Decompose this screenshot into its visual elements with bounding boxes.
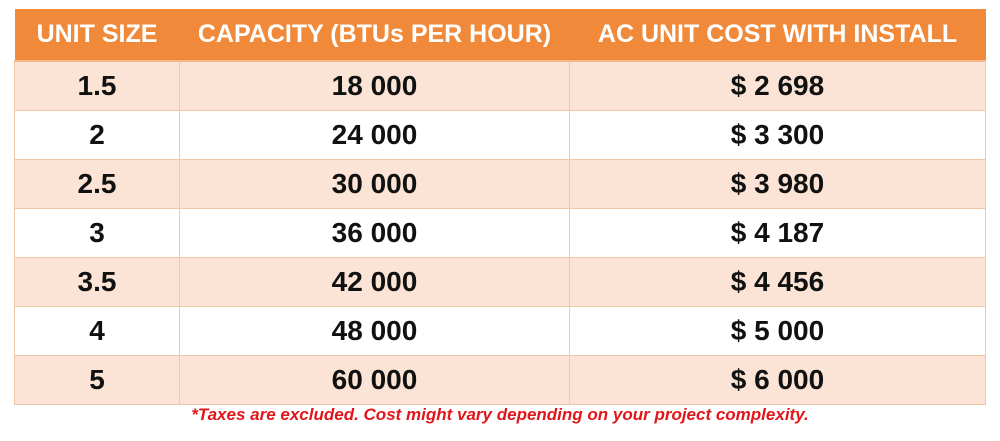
table-row: 4 48 000 $ 5 000 xyxy=(14,306,986,356)
table-row: 3 36 000 $ 4 187 xyxy=(14,208,986,258)
header-unit-cost: AC UNIT COST WITH INSTALL xyxy=(569,9,986,62)
cell-unit-size: 2.5 xyxy=(14,159,180,209)
cell-unit-size: 3 xyxy=(14,208,180,258)
cell-capacity: 24 000 xyxy=(179,110,570,160)
cell-capacity: 18 000 xyxy=(179,61,570,111)
disclaimer-footnote: *Taxes are excluded. Cost might vary dep… xyxy=(191,405,809,424)
cell-capacity: 60 000 xyxy=(179,355,570,405)
table-row: 3.5 42 000 $ 4 456 xyxy=(14,257,986,307)
cell-unit-size: 4 xyxy=(14,306,180,356)
ac-pricing-table: UNIT SIZE CAPACITY (BTUs PER HOUR) AC UN… xyxy=(14,9,986,405)
table-row: 5 60 000 $ 6 000 xyxy=(14,355,986,405)
cell-capacity: 48 000 xyxy=(179,306,570,356)
cell-cost: $ 4 187 xyxy=(569,208,986,258)
cell-cost: $ 2 698 xyxy=(569,61,986,111)
header-capacity: CAPACITY (BTUs PER HOUR) xyxy=(179,9,570,62)
cell-unit-size: 2 xyxy=(14,110,180,160)
table-row: 2 24 000 $ 3 300 xyxy=(14,110,986,160)
header-unit-size: UNIT SIZE xyxy=(14,9,180,62)
cell-unit-size: 5 xyxy=(14,355,180,405)
cell-capacity: 30 000 xyxy=(179,159,570,209)
table-row: 1.5 18 000 $ 2 698 xyxy=(14,61,986,111)
cell-capacity: 42 000 xyxy=(179,257,570,307)
header-row: UNIT SIZE CAPACITY (BTUs PER HOUR) AC UN… xyxy=(14,9,986,62)
cell-unit-size: 3.5 xyxy=(14,257,180,307)
pricing-table-container: UNIT SIZE CAPACITY (BTUs PER HOUR) AC UN… xyxy=(14,9,986,405)
cell-capacity: 36 000 xyxy=(179,208,570,258)
table-body: 1.5 18 000 $ 2 698 2 24 000 $ 3 300 2.5 … xyxy=(14,61,986,405)
cell-cost: $ 3 300 xyxy=(569,110,986,160)
cell-cost: $ 5 000 xyxy=(569,306,986,356)
table-row: 2.5 30 000 $ 3 980 xyxy=(14,159,986,209)
cell-cost: $ 4 456 xyxy=(569,257,986,307)
cell-cost: $ 3 980 xyxy=(569,159,986,209)
cell-unit-size: 1.5 xyxy=(14,61,180,111)
cell-cost: $ 6 000 xyxy=(569,355,986,405)
table-header: UNIT SIZE CAPACITY (BTUs PER HOUR) AC UN… xyxy=(14,9,986,62)
